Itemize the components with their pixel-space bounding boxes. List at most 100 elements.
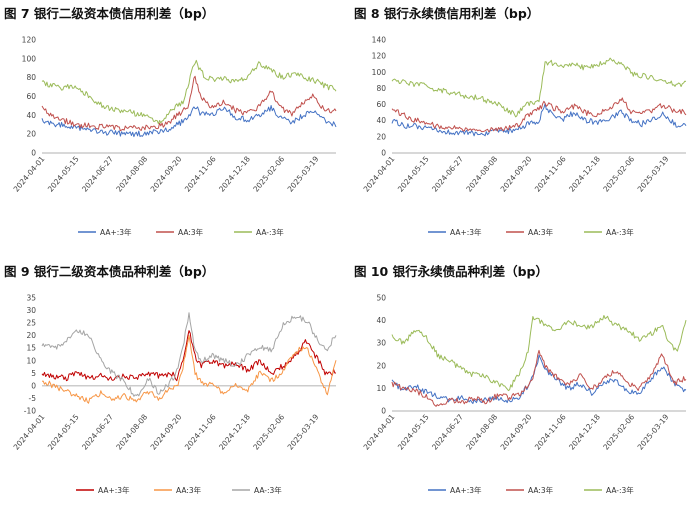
y-tick-label: 40 [376, 316, 386, 325]
y-tick-label: 15 [26, 344, 36, 353]
x-tick-label: 2025-03-19 [636, 154, 671, 193]
y-tick-label: 20 [376, 361, 386, 370]
chart-plot-fig10: 0 10 20 30 40 50 2024-04-01 2024-05-15 2024-06-2… [362, 294, 687, 495]
series-line [41, 312, 337, 397]
legend-label: AA+:3年 [450, 485, 482, 495]
y-tick-label: 30 [26, 306, 36, 315]
y-tick-label: -5 [29, 394, 37, 403]
legend-label: AA-:3年 [606, 485, 634, 495]
y-tick-label: 0 [31, 149, 36, 158]
y-tick-label: 20 [26, 331, 36, 340]
x-tick-label: 2025-02-06 [601, 154, 636, 193]
x-tick-label: 2024-12-18 [217, 412, 252, 451]
x-tick-label: 2025-03-19 [286, 412, 321, 451]
x-tick-label: 2024-04-01 [362, 412, 397, 451]
x-tick-label: 2024-12-18 [567, 412, 602, 451]
chart-title: 图 10 银行永续债品种利差（bp） [354, 264, 548, 279]
x-tick-label: 2025-02-06 [251, 412, 286, 451]
legend-label: AA-:3年 [256, 227, 284, 237]
y-tick-label: 0 [381, 149, 386, 158]
x-tick-label: 2024-09-20 [149, 412, 184, 451]
chart-panel-fig9: 图 9 银行二级资本债品种利差（bp） -10 -5 0 5 10 15 20 25 30 35 2… [0, 258, 350, 515]
x-tick-label: 2024-11-06 [533, 412, 568, 451]
x-tick-label: 2024-06-27 [430, 412, 465, 451]
y-tick-label: 100 [372, 68, 387, 77]
y-tick-label: 60 [376, 100, 386, 109]
x-tick-label: 2024-04-01 [12, 412, 47, 451]
chart-panel-fig10: 图 10 银行永续债品种利差（bp） 0 10 20 30 40 50 2024-04-01… [350, 258, 700, 515]
series-line [41, 105, 337, 138]
x-tick-label: 2024-11-06 [183, 154, 218, 193]
y-tick-label: 25 [26, 319, 36, 328]
x-tick-label: 2024-06-27 [430, 154, 465, 193]
x-tick-label: 2024-12-18 [217, 154, 252, 193]
legend-label: AA:3年 [178, 227, 204, 237]
y-tick-label: 40 [26, 111, 36, 120]
y-tick-label: 60 [26, 92, 36, 101]
y-tick-label: -10 [24, 407, 36, 416]
y-tick-label: 0 [31, 381, 36, 390]
y-tick-label: 50 [376, 294, 386, 303]
x-tick-label: 2024-11-06 [533, 154, 568, 193]
chart-panel-fig8: 图 8 银行永续债信用利差（bp） 0 20 40 60 80 100 120 140 2024… [350, 0, 700, 257]
x-tick-label: 2024-05-15 [46, 154, 81, 193]
x-tick-label: 2025-02-06 [601, 412, 636, 451]
series-line [391, 97, 687, 133]
series-line [41, 59, 337, 125]
x-tick-label: 2025-02-06 [251, 154, 286, 193]
series-line [391, 103, 687, 137]
x-tick-label: 2024-04-01 [12, 154, 47, 193]
y-tick-label: 100 [22, 54, 37, 63]
y-tick-label: 10 [26, 356, 36, 365]
series-line [41, 75, 337, 132]
x-tick-label: 2024-04-01 [362, 154, 397, 193]
y-tick-label: 120 [372, 52, 387, 61]
legend-label: AA-:3年 [606, 227, 634, 237]
y-tick-label: 0 [381, 407, 386, 416]
x-tick-label: 2025-03-19 [636, 412, 671, 451]
x-tick-label: 2024-06-27 [80, 154, 115, 193]
series-line [391, 349, 687, 407]
legend-label: AA:3年 [528, 485, 554, 495]
chart-title: 图 8 银行永续债信用利差（bp） [354, 6, 540, 21]
x-tick-label: 2024-06-27 [80, 412, 115, 451]
x-tick-label: 2024-09-20 [149, 154, 184, 193]
legend-label: AA+:3年 [100, 227, 132, 237]
x-tick-label: 2024-08-08 [114, 154, 149, 193]
legend-label: AA+:3年 [450, 227, 482, 237]
x-tick-label: 2024-05-15 [396, 154, 431, 193]
legend-label: AA:3年 [528, 227, 554, 237]
chart-panel-fig7: 图 7 银行二级资本债信用利差（bp） 0 20 40 60 80 100 120 2024-… [0, 0, 350, 257]
x-tick-label: 2024-05-15 [396, 412, 431, 451]
series-line [391, 57, 687, 118]
x-tick-label: 2025-03-19 [286, 154, 321, 193]
y-tick-label: 10 [376, 384, 386, 393]
y-tick-label: 80 [26, 73, 36, 82]
x-tick-label: 2024-12-18 [567, 154, 602, 193]
y-tick-label: 40 [376, 116, 386, 125]
x-tick-label: 2024-09-20 [499, 412, 534, 451]
x-tick-label: 2024-08-08 [464, 154, 499, 193]
x-tick-label: 2024-11-06 [183, 412, 218, 451]
legend-label: AA:3年 [176, 485, 202, 495]
y-tick-label: 35 [26, 294, 36, 303]
y-tick-label: 140 [372, 36, 387, 45]
legend-label: AA-:3年 [254, 485, 282, 495]
y-tick-label: 30 [376, 339, 386, 348]
series-line [391, 315, 687, 392]
x-tick-label: 2024-09-20 [499, 154, 534, 193]
y-tick-label: 80 [376, 84, 386, 93]
legend-label: AA+:3年 [98, 485, 130, 495]
x-tick-label: 2024-05-15 [46, 412, 81, 451]
chart-title: 图 7 银行二级资本债信用利差（bp） [4, 6, 215, 21]
x-tick-label: 2024-08-08 [464, 412, 499, 451]
y-tick-label: 5 [31, 369, 36, 378]
y-tick-label: 20 [376, 132, 386, 141]
x-tick-label: 2024-08-08 [114, 412, 149, 451]
series-line [41, 334, 337, 404]
chart-title: 图 9 银行二级资本债品种利差（bp） [4, 264, 215, 279]
